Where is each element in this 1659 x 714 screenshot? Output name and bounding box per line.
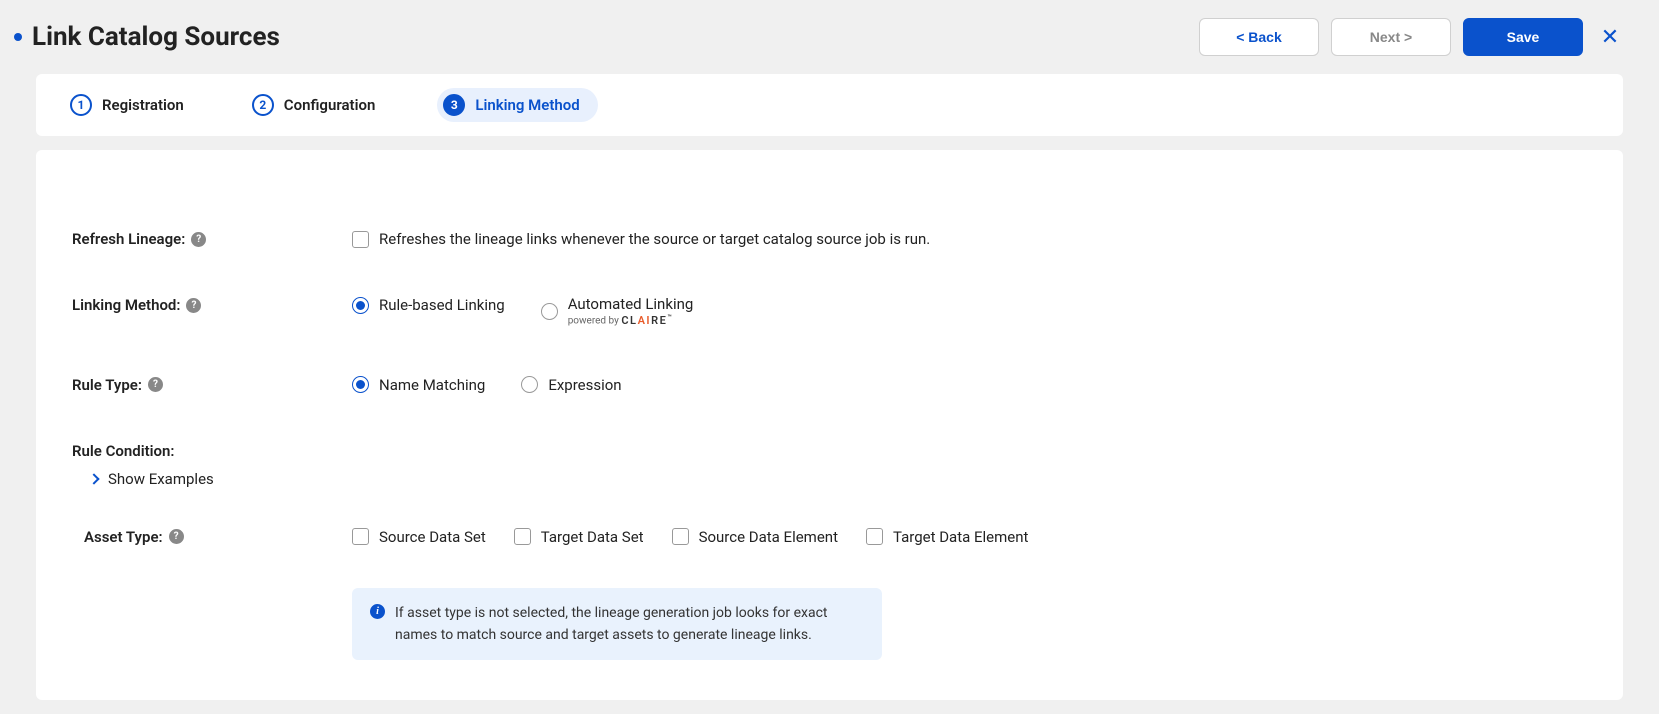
help-icon[interactable]: ? <box>169 529 184 544</box>
row-linking-method: Linking Method: ? Rule-based Linking Aut… <box>72 296 1587 328</box>
back-button[interactable]: < Back <box>1199 18 1319 56</box>
radio-rule-based[interactable]: Rule-based Linking <box>352 296 505 314</box>
step-number: 3 <box>443 94 465 116</box>
wizard-step-configuration[interactable]: 2 Configuration <box>246 88 394 122</box>
radio-icon <box>541 303 558 320</box>
radio-icon <box>352 376 369 393</box>
title-group: Link Catalog Sources <box>14 22 280 52</box>
label-refresh-lineage: Refresh Lineage: <box>72 230 185 248</box>
checkbox-target-data-element[interactable]: Target Data Element <box>866 528 1028 546</box>
claire-tm: ™ <box>667 313 671 321</box>
checkbox-icon <box>672 528 689 545</box>
checkbox-source-data-element[interactable]: Source Data Element <box>672 528 838 546</box>
label-linking-method: Linking Method: <box>72 296 180 314</box>
content-card: Refresh Lineage: ? Refreshes the lineage… <box>36 150 1623 700</box>
step-label: Linking Method <box>475 96 579 114</box>
radio-icon <box>521 376 538 393</box>
radio-icon <box>352 297 369 314</box>
label-rule-type: Rule Type: <box>72 376 142 394</box>
checkbox-label: Target Data Element <box>893 528 1028 546</box>
wizard-nav: 1 Registration 2 Configuration 3 Linking… <box>36 74 1623 136</box>
row-rule-type: Rule Type: ? Name Matching Expression <box>72 376 1587 394</box>
checkbox-icon <box>352 231 369 248</box>
checkbox-label: Refreshes the lineage links whenever the… <box>379 230 930 248</box>
powered-by-prefix: powered by <box>568 316 622 327</box>
radio-label: Name Matching <box>379 376 485 394</box>
claire-re: RE <box>651 314 667 327</box>
checkbox-icon <box>352 528 369 545</box>
checkbox-target-data-set[interactable]: Target Data Set <box>514 528 644 546</box>
header-actions: < Back Next > Save ✕ <box>1199 18 1625 56</box>
help-icon[interactable]: ? <box>148 377 163 392</box>
step-label: Configuration <box>284 96 376 114</box>
label-asset-type: Asset Type: <box>84 528 163 546</box>
info-icon: i <box>370 604 385 619</box>
radio-automated[interactable]: Automated Linking powered by CLAIRE™ <box>541 296 694 328</box>
checkbox-label: Source Data Set <box>379 528 486 546</box>
show-examples-toggle[interactable]: Show Examples <box>90 470 1587 488</box>
wizard-step-registration[interactable]: 1 Registration <box>64 88 202 122</box>
checkbox-label: Source Data Element <box>699 528 838 546</box>
label-rule-condition: Rule Condition: <box>72 442 175 460</box>
checkbox-refresh-lineage[interactable]: Refreshes the lineage links whenever the… <box>352 230 930 248</box>
radio-expression[interactable]: Expression <box>521 376 621 394</box>
claire-ai: AI <box>638 314 652 327</box>
radio-label: Expression <box>548 376 621 394</box>
powered-by-text: powered by CLAIRE™ <box>568 313 694 327</box>
chevron-right-icon <box>88 473 99 484</box>
checkbox-icon <box>866 528 883 545</box>
claire-logo: CLAIRE™ <box>621 314 671 327</box>
checkbox-label: Target Data Set <box>541 528 644 546</box>
wizard-step-linking-method[interactable]: 3 Linking Method <box>437 88 597 122</box>
show-examples-label: Show Examples <box>108 470 214 488</box>
help-icon[interactable]: ? <box>186 298 201 313</box>
close-icon[interactable]: ✕ <box>1595 22 1625 52</box>
page-title: Link Catalog Sources <box>32 22 280 52</box>
modified-dot-icon <box>14 33 22 41</box>
info-text: If asset type is not selected, the linea… <box>395 602 864 647</box>
checkbox-source-data-set[interactable]: Source Data Set <box>352 528 486 546</box>
save-button[interactable]: Save <box>1463 18 1583 56</box>
checkbox-icon <box>514 528 531 545</box>
claire-cl: CL <box>621 314 637 327</box>
row-refresh-lineage: Refresh Lineage: ? Refreshes the lineage… <box>72 230 1587 248</box>
radio-name-matching[interactable]: Name Matching <box>352 376 485 394</box>
radio-label: Rule-based Linking <box>379 296 505 314</box>
radio-label: Automated Linking <box>568 296 694 313</box>
step-number: 2 <box>252 94 274 116</box>
page-header: Link Catalog Sources < Back Next > Save … <box>0 0 1659 74</box>
info-box: i If asset type is not selected, the lin… <box>352 588 882 661</box>
row-asset-type: Asset Type: ? Source Data Set Target Dat… <box>72 528 1587 661</box>
row-rule-condition: Rule Condition: <box>72 442 1587 460</box>
step-number: 1 <box>70 94 92 116</box>
next-button[interactable]: Next > <box>1331 18 1451 56</box>
step-label: Registration <box>102 96 184 114</box>
help-icon[interactable]: ? <box>191 232 206 247</box>
